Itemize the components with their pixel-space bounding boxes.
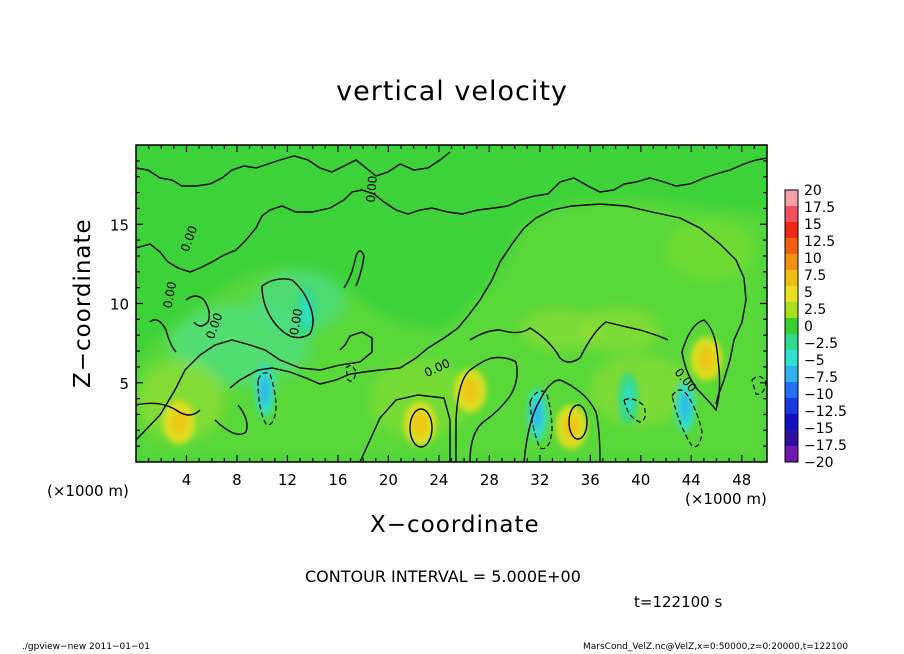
y-axis-unit: (×1000 m) xyxy=(47,482,129,500)
y-tick-label: 10 xyxy=(110,296,129,314)
colorbar-label: 10 xyxy=(804,251,822,267)
downdraft-inner-7 xyxy=(679,392,690,421)
colorbar-cell xyxy=(785,222,798,239)
x-axis-label: X−coordinate xyxy=(370,512,540,538)
contour-lines xyxy=(136,151,767,462)
colorbar-cell xyxy=(785,190,798,207)
x-tick-label: 32 xyxy=(530,471,549,489)
colorbar-label: 2.5 xyxy=(804,302,826,318)
shading-field xyxy=(136,199,767,462)
downdraft-inner-5 xyxy=(259,376,270,405)
plot-area xyxy=(136,145,767,462)
axis-ticks xyxy=(136,145,767,462)
colorbar-cell xyxy=(785,382,798,399)
footer-right: MarsCond_VelZ.nc@VelZ,x=0:50000,z=0:2000… xyxy=(583,642,849,652)
colorbar-cell xyxy=(785,398,798,415)
x-tick-label: 12 xyxy=(278,471,297,489)
chart-title: vertical velocity xyxy=(336,76,568,107)
time-label: t=122100 s xyxy=(634,593,723,611)
colorbar-cell xyxy=(785,318,798,335)
colorbar-label: −10 xyxy=(804,387,834,403)
colorbar-cell xyxy=(785,286,798,303)
contour-interval-note: CONTOUR INTERVAL = 5.000E+00 xyxy=(305,567,581,586)
colorbar-label: 12.5 xyxy=(804,234,835,250)
colorbar-label: 5 xyxy=(804,285,813,301)
updraft-inner-3 xyxy=(563,415,580,440)
downdraft-inner-6 xyxy=(532,400,543,429)
contour-label: 0.00 xyxy=(161,281,179,310)
colorbar: 2017.51512.5107.552.50−2.5−5−7.5−10−12.5… xyxy=(784,183,847,471)
colorbar-frame xyxy=(784,189,799,463)
negative-contours xyxy=(257,365,767,450)
x-tick-label: 20 xyxy=(379,471,398,489)
colorbar-label: −15 xyxy=(804,421,834,437)
updraft-inner-0 xyxy=(170,410,187,435)
colorbar-label: −20 xyxy=(804,455,834,471)
y-axis-label: Z−coordinate xyxy=(70,218,96,388)
colorbar-label: 15 xyxy=(804,217,822,233)
colorbar-label: 7.5 xyxy=(804,268,826,284)
colorbar-label: −5 xyxy=(804,353,825,369)
colorbar-cell xyxy=(785,446,798,463)
colorbar-label: −7.5 xyxy=(804,370,838,386)
colorbar-cell xyxy=(785,366,798,383)
x-tick-label: 4 xyxy=(182,471,192,489)
colorbar-label: 0 xyxy=(804,319,813,335)
colorbar-label: −17.5 xyxy=(804,438,847,454)
colorbar-cell xyxy=(785,206,798,223)
colorbar-cell xyxy=(785,302,798,319)
contour-label: 0.00 xyxy=(364,175,380,203)
x-tick-label: 28 xyxy=(480,471,499,489)
colorbar-cell xyxy=(785,350,798,367)
x-axis-unit: (×1000 m) xyxy=(685,490,767,508)
y-tick-label: 15 xyxy=(110,216,129,234)
updraft-inner-2 xyxy=(462,378,479,403)
x-tick-label: 40 xyxy=(631,471,650,489)
x-tick-label: 44 xyxy=(682,471,701,489)
colorbar-label: 17.5 xyxy=(804,200,835,216)
updraft-inner-1 xyxy=(411,411,428,437)
colorbar-label: 20 xyxy=(804,183,822,199)
colorbar-label: −2.5 xyxy=(804,336,838,352)
colorbar-cell xyxy=(785,334,798,351)
footer-left: ./gpview−new 2011−01−01 xyxy=(22,642,150,652)
x-tick-label: 24 xyxy=(429,471,448,489)
colorbar-label: −12.5 xyxy=(804,404,847,420)
colorbar-cell xyxy=(785,238,798,255)
colorbar-cell xyxy=(785,430,798,447)
updraft-inner-4 xyxy=(698,346,715,372)
x-tick-label: 16 xyxy=(328,471,347,489)
contour-label: 0.00 xyxy=(287,307,305,336)
colorbar-cell xyxy=(785,254,798,271)
colorbar-cell xyxy=(785,270,798,287)
x-tick-label: 8 xyxy=(232,471,242,489)
y-tick-label: 5 xyxy=(119,375,129,393)
x-tick-label: 36 xyxy=(581,471,600,489)
colorbar-cell xyxy=(785,414,798,431)
x-tick-label: 48 xyxy=(732,471,751,489)
